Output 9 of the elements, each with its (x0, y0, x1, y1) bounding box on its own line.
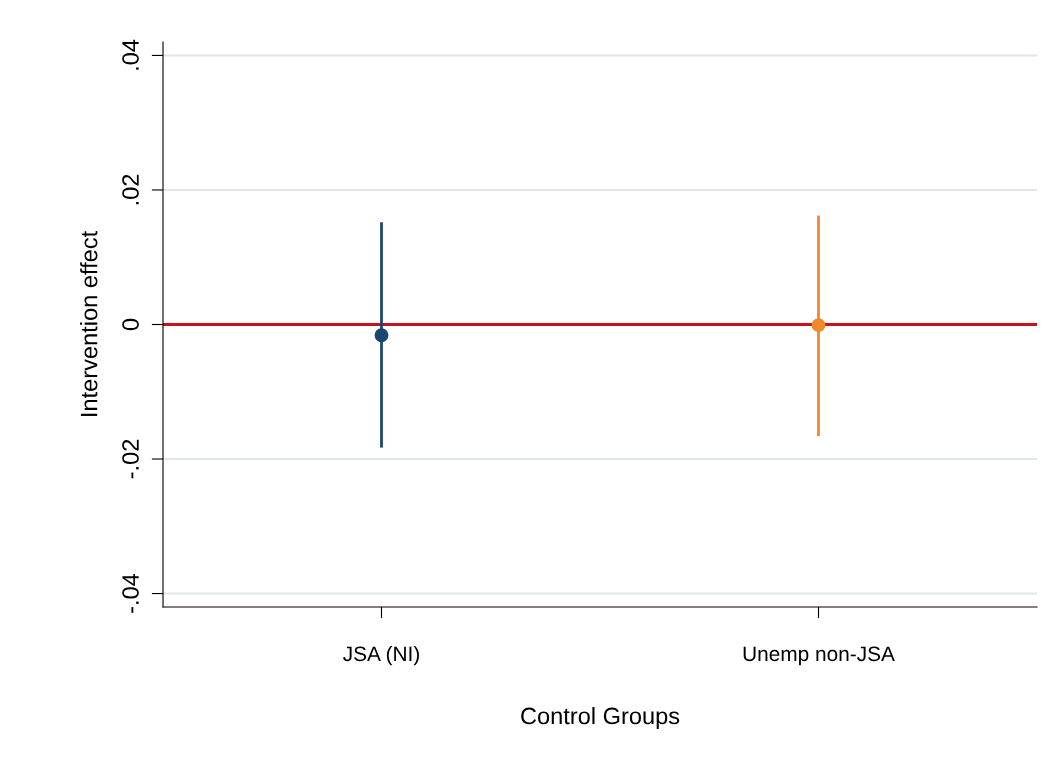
y-tick-label: .02 (122, 174, 139, 205)
y-tick-label: -.02 (122, 439, 139, 479)
y-tick-label: .04 (122, 39, 139, 70)
y-axis-title: Intervention effect (80, 231, 98, 416)
y-tick-label: -.04 (122, 573, 139, 613)
x-tick-label: JSA (NI) (343, 645, 419, 666)
x-tick-label: Unemp non-JSA (743, 646, 895, 666)
y-tick-label: 0 (122, 318, 139, 331)
x-axis-title: Control Groups (521, 706, 680, 729)
